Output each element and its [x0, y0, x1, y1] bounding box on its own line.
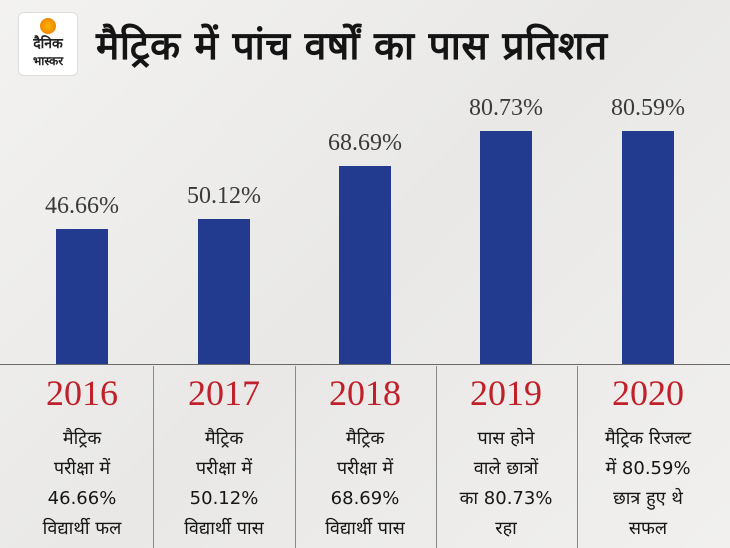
description-line: विद्यार्थी पास — [184, 518, 264, 539]
description-line: छात्र हुए थे — [613, 488, 683, 509]
year-description-2016: मैट्रिक परीक्षा में 46.66% विद्यार्थी फल — [12, 424, 152, 544]
description-line: वाले छात्रों — [473, 458, 539, 479]
sun-icon — [40, 18, 56, 34]
chart-title: मैट्रिक में पांच वर्षों का पास प्रतिशत — [96, 24, 608, 69]
year-label-2020: 2020 — [612, 373, 684, 413]
description-line: परीक्षा में — [195, 458, 253, 479]
description-line: पास होने — [477, 428, 535, 449]
description-line: रहा — [495, 518, 517, 539]
year-label-2019: 2019 — [470, 373, 542, 413]
year-description-2018: मैट्रिक परीक्षा में 68.69% विद्यार्थी पास — [295, 424, 435, 544]
description-line: मैट्रिक रिजल्ट — [604, 428, 692, 449]
description-line: 68.69% — [330, 488, 400, 509]
description-line: सफल — [628, 518, 668, 539]
year-label-2017: 2017 — [188, 373, 260, 413]
bar-2020 — [622, 131, 674, 364]
year-description-2019: पास होने वाले छात्रों का 80.73% रहा — [436, 424, 576, 544]
year-description-2020: मैट्रिक रिजल्ट में 80.59% छात्र हुए थे सफल — [578, 424, 718, 544]
description-line: 46.66% — [47, 488, 117, 509]
description-line: मैट्रिक — [345, 428, 385, 449]
description-line: मैट्रिक — [204, 428, 244, 449]
description-line: विद्यार्थी पास — [325, 518, 405, 539]
description-line: का 80.73% — [459, 488, 553, 509]
logo-text-line1: दैनिक — [33, 36, 63, 52]
column-separator — [577, 366, 578, 548]
description-line: परीक्षा में — [53, 458, 111, 479]
description-line: विद्यार्थी फल — [42, 518, 122, 539]
value-label-2019: 80.73% — [469, 95, 543, 121]
year-label-2018: 2018 — [329, 373, 401, 413]
value-label-2020: 80.59% — [611, 95, 685, 122]
value-label-2018: 68.69% — [328, 129, 402, 156]
description-line: 50.12% — [189, 488, 259, 509]
description-line: मैट्रिक — [62, 428, 102, 449]
description-line: परीक्षा में — [336, 458, 394, 479]
bar-2017 — [198, 219, 250, 364]
column-separator — [153, 366, 154, 548]
dainik-bhaskar-logo: दैनिक भास्कर — [18, 12, 78, 76]
bar-2016 — [56, 229, 108, 364]
value-label-2016: 46.66% — [45, 193, 119, 220]
bar-2018 — [339, 165, 391, 364]
bar-2019 — [480, 131, 532, 364]
logo-text-line2: भास्कर — [32, 54, 64, 68]
year-label-2016: 2016 — [46, 373, 118, 413]
baseline — [0, 364, 730, 365]
column-separator — [295, 366, 296, 548]
description-line: में 80.59% — [605, 458, 691, 479]
year-description-2017: मैट्रिक परीक्षा में 50.12% विद्यार्थी पास — [154, 424, 294, 544]
column-separator — [436, 366, 437, 548]
value-label-2017: 50.12% — [187, 183, 261, 210]
